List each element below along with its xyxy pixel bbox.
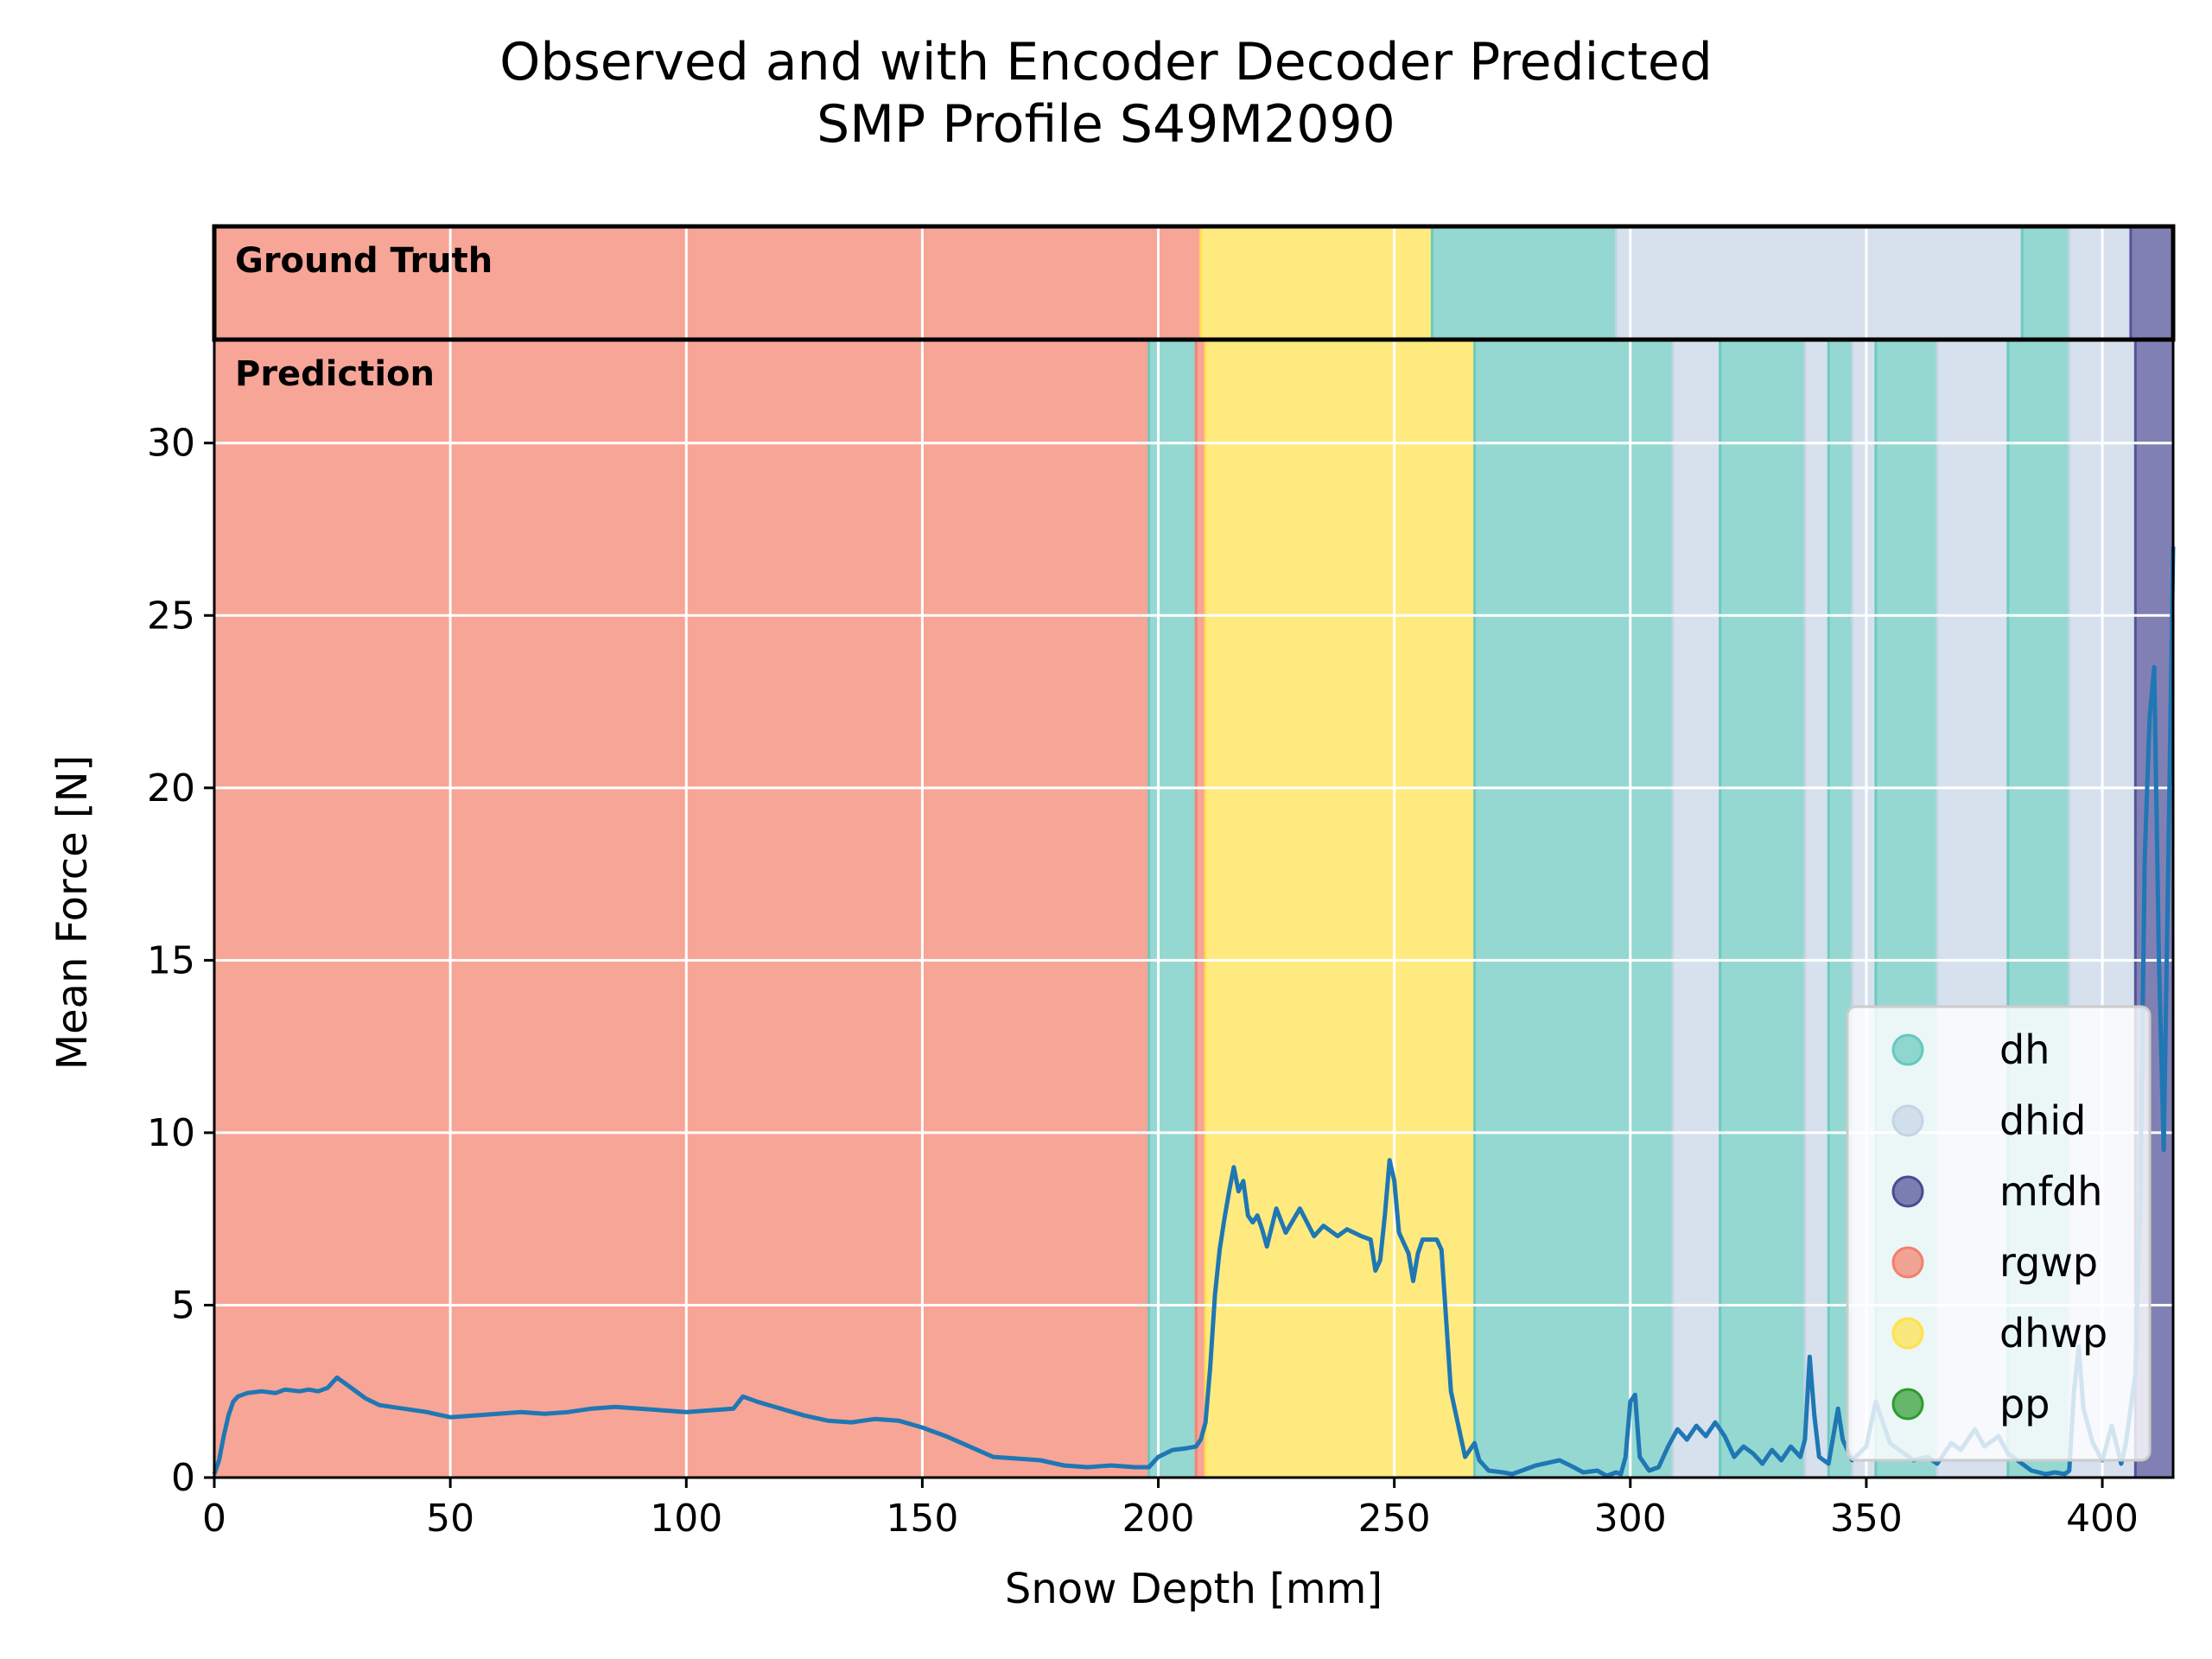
legend-label-pp: pp [1999,1381,2050,1427]
ground-truth-segment-dhid [1616,226,2023,340]
prediction-segment-dhid [1804,340,1829,1478]
prediction-segment-rgwp [214,340,1149,1478]
ground-truth-segment-dh [2022,226,2069,340]
prediction-segment-dh [1474,340,1673,1478]
ground-truth-segment-rgwp [214,226,1201,340]
x-tick-label: 150 [886,1497,958,1541]
legend-marker-dhid [1891,1104,1924,1137]
ground-truth-bands [214,226,2173,340]
x-tick-label: 400 [2066,1497,2139,1541]
legend-label-mfdh: mfdh [1999,1168,2102,1215]
legend-box [1846,1005,2152,1462]
x-tick-label: 350 [1830,1497,1903,1541]
y-tick-label: 25 [147,594,195,638]
x-tick-label: 50 [426,1497,474,1541]
prediction-segment-dh [1148,340,1197,1478]
x-axis-ticks: 0 50 100 150 200 250 300 350 400 [202,1478,2139,1541]
y-tick-label: 15 [147,938,195,982]
chart-subtitle: SMP Profile S49M2090 [817,94,1395,155]
x-tick-label: 250 [1358,1497,1431,1541]
x-tick-label: 0 [202,1497,226,1541]
x-tick-label: 200 [1122,1497,1195,1541]
chart-title: Observed and with Encoder Decoder Predic… [499,32,1713,92]
legend-marker-dh [1891,1033,1924,1066]
x-tick-label: 300 [1594,1497,1667,1541]
prediction-bands [214,340,2173,1478]
prediction-segment-dhid [1672,340,1720,1478]
prediction-label: Prediction [235,354,435,394]
y-tick-label: 20 [147,766,195,810]
y-tick-label: 0 [171,1456,195,1500]
x-tick-label: 100 [650,1497,722,1541]
ground-truth-segment-dhwp [1200,226,1433,340]
ground-truth-label: Ground Truth [235,241,493,281]
ground-truth-segment-dh [1432,226,1617,340]
prediction-segment-rgwp [1196,340,1206,1478]
legend-label-rgwp: rgwp [1999,1239,2098,1286]
y-axis-ticks: 0 5 10 15 20 25 30 [147,422,214,1500]
x-axis-label: Snow Depth [mm] [1005,1565,1382,1613]
y-tick-label: 10 [147,1111,195,1155]
prediction-segment-dhwp [1205,340,1475,1478]
prediction-segment-dh [1719,340,1805,1478]
legend-marker-mfdh [1891,1175,1924,1208]
legend-label-dhwp: dhwp [1999,1310,2107,1357]
legend-label-dh: dh [1999,1027,2050,1073]
legend-marker-rgwp [1891,1246,1924,1279]
y-tick-label: 5 [171,1283,195,1327]
y-axis-label: Mean Force [N] [48,755,97,1071]
ground-truth-frame [212,224,2176,342]
legend-marker-pp [1891,1388,1924,1421]
ground-truth-segment-mfdh [2130,226,2173,340]
ground-truth-segment-dhid [2069,226,2131,340]
legend-label-dhid: dhid [1999,1097,2086,1144]
y-tick-label: 30 [147,422,195,466]
legend-marker-dhwp [1891,1317,1924,1350]
legend: dh dhid mfdh rgwp dhwp pp [1846,1005,2152,1462]
